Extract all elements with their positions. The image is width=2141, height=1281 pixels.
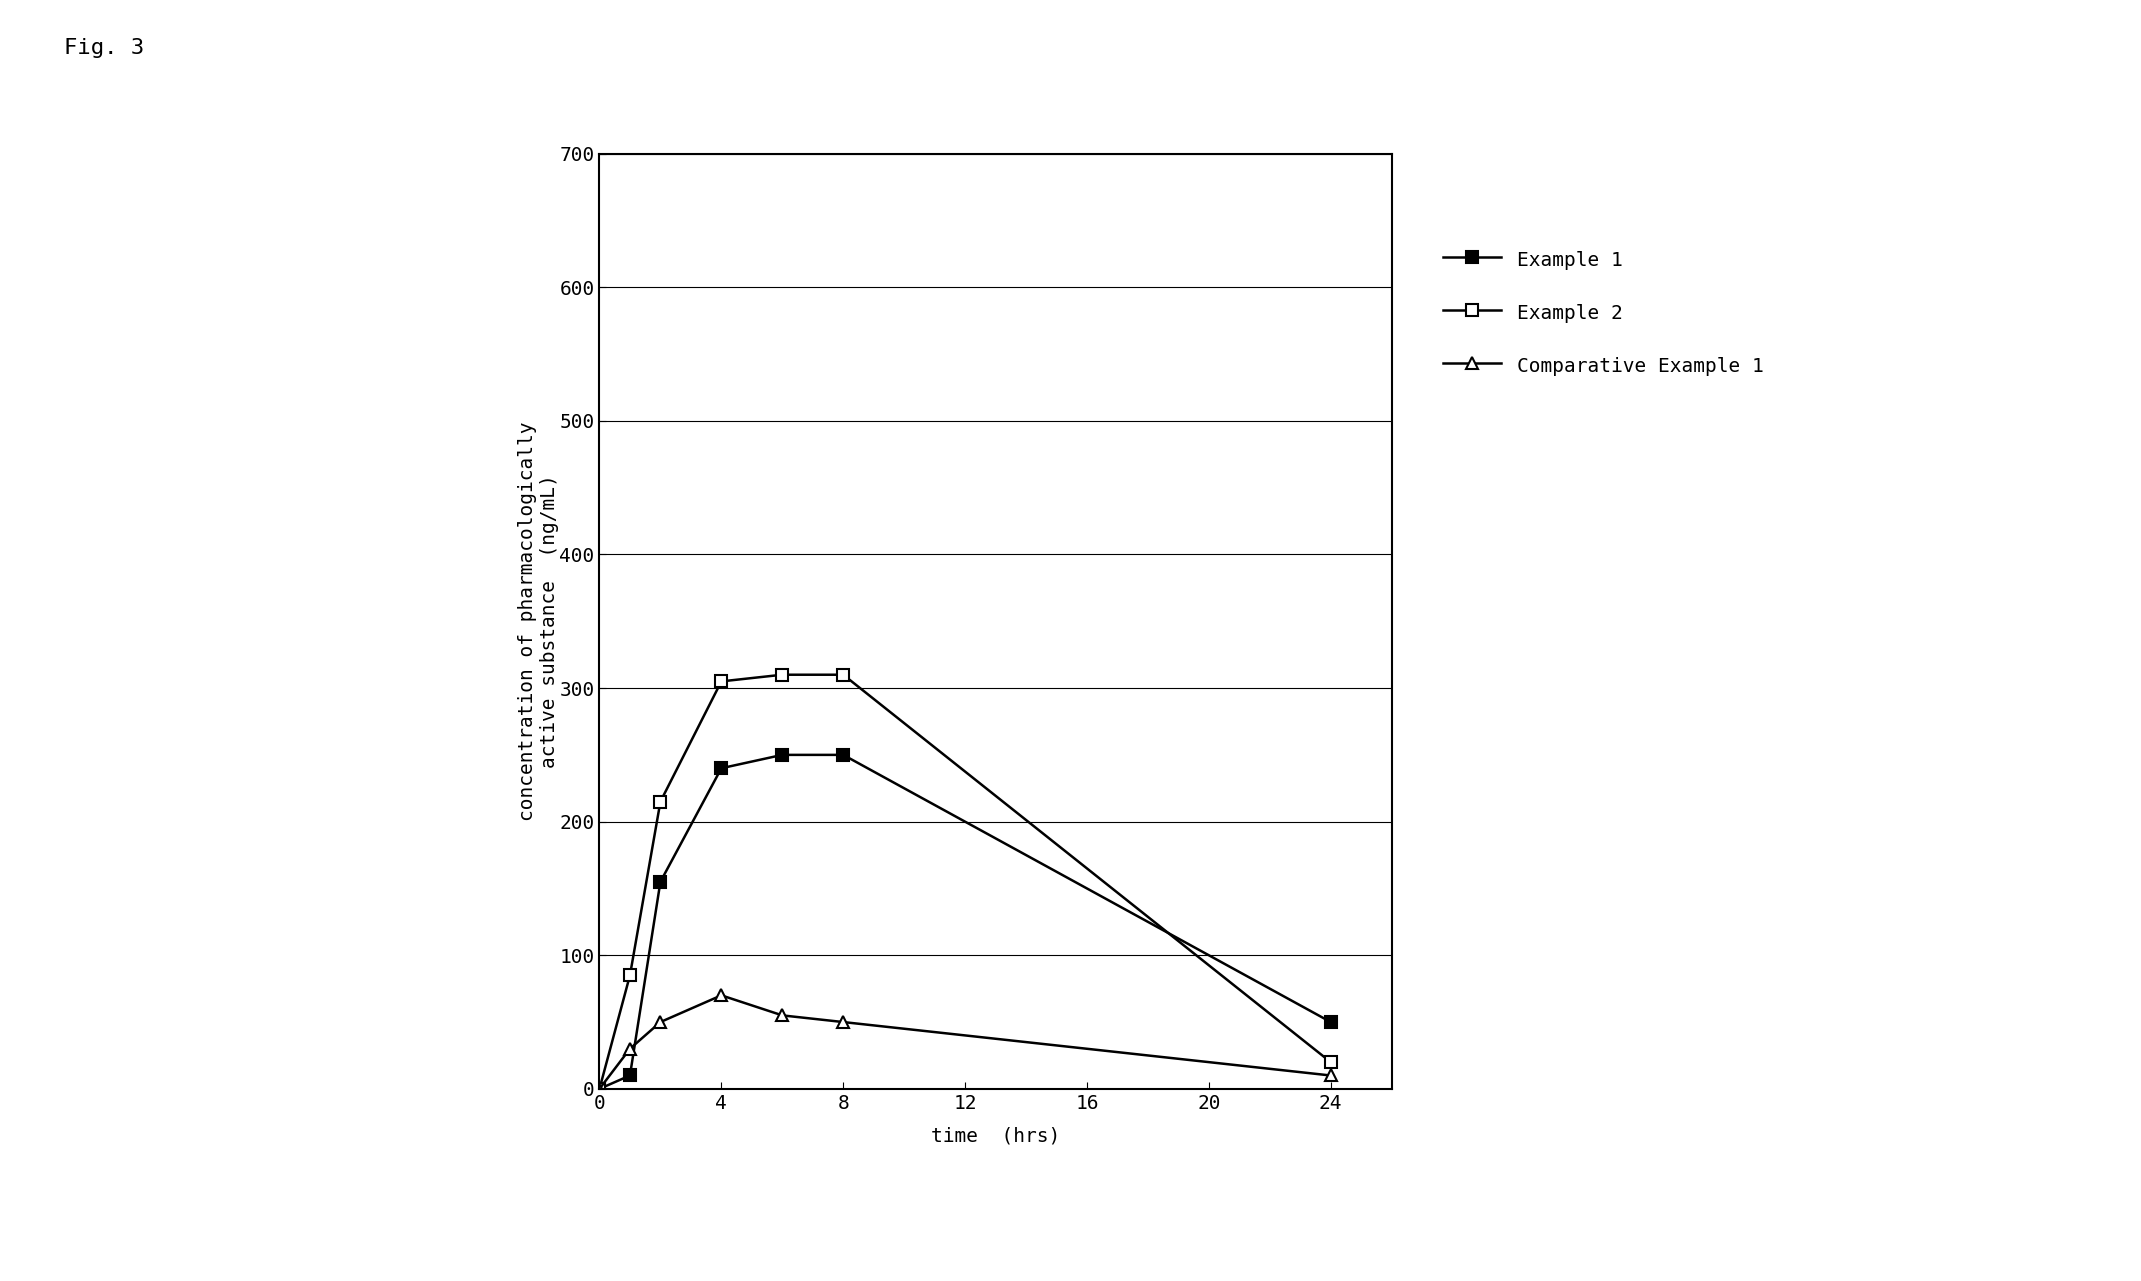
Example 1 <box>617 1068 642 1084</box>
X-axis label: time  (hrs): time (hrs) <box>931 1126 1060 1145</box>
Example 2 <box>617 967 642 983</box>
Legend: Example 1, Example 2, Comparative Example 1: Example 1, Example 2, Comparative Exampl… <box>1432 238 1773 387</box>
Example 2 <box>587 1081 612 1097</box>
Example 2 <box>647 794 672 810</box>
Text: Fig. 3: Fig. 3 <box>64 38 143 59</box>
Example 2 <box>831 667 856 683</box>
Example 2 <box>1319 1054 1345 1070</box>
Example 2 <box>709 674 734 689</box>
Comparative Example 1 <box>587 1081 612 1097</box>
Example 1 <box>1319 1015 1345 1030</box>
Comparative Example 1 <box>709 988 734 1003</box>
Example 2 <box>769 667 794 683</box>
Line: Example 1: Example 1 <box>593 748 1336 1095</box>
Example 1 <box>709 761 734 776</box>
Line: Example 2: Example 2 <box>593 669 1336 1095</box>
Example 1 <box>587 1081 612 1097</box>
Comparative Example 1 <box>831 1015 856 1030</box>
Example 1 <box>647 874 672 889</box>
Comparative Example 1 <box>617 1041 642 1057</box>
Line: Comparative Example 1: Comparative Example 1 <box>593 989 1336 1095</box>
Comparative Example 1 <box>769 1008 794 1024</box>
Comparative Example 1 <box>647 1015 672 1030</box>
Example 1 <box>831 747 856 762</box>
Comparative Example 1 <box>1319 1068 1345 1084</box>
Example 1 <box>769 747 794 762</box>
Y-axis label: concentration of pharmacologically
active substance  (ng/mL): concentration of pharmacologically activ… <box>518 421 559 821</box>
